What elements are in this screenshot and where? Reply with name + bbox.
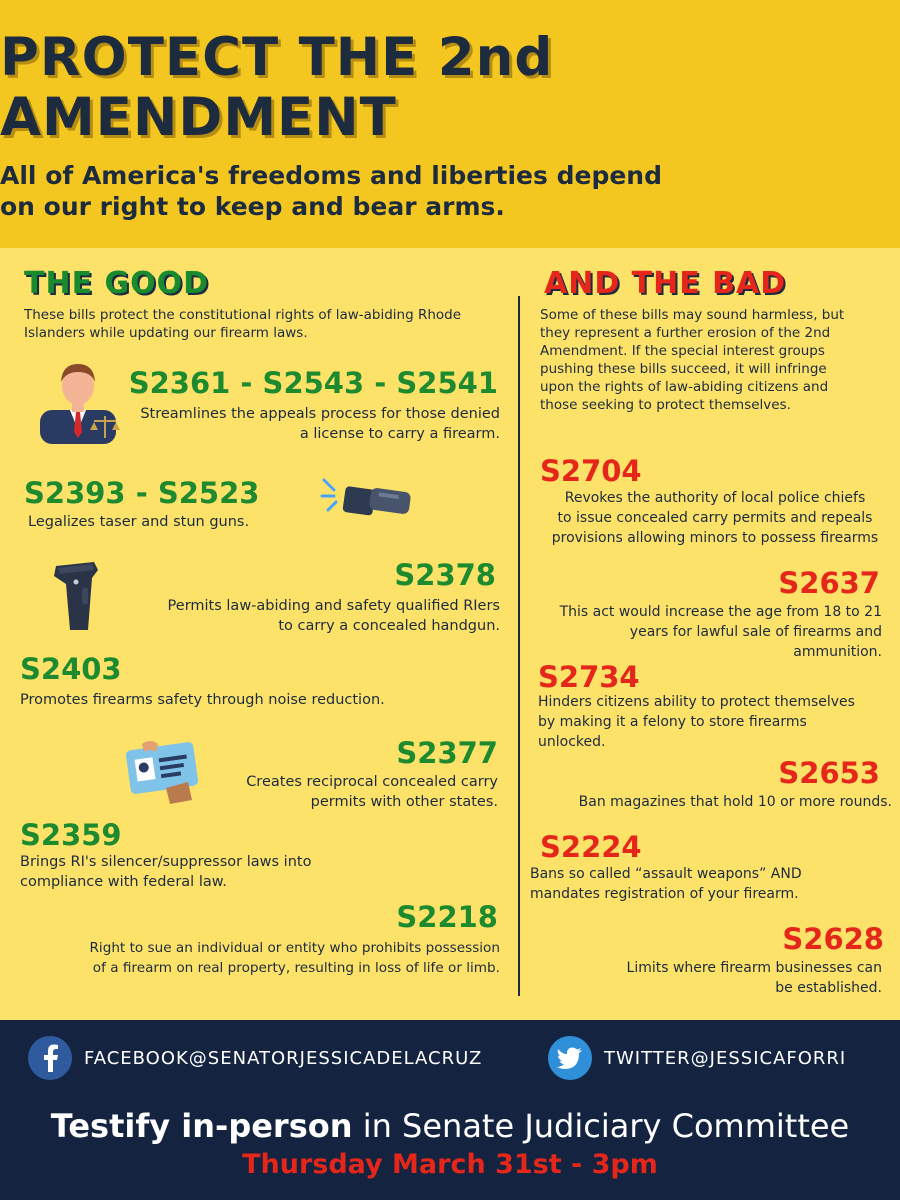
good-heading: THE GOOD: [24, 266, 210, 301]
bad-intro-line-5: upon the rights of law-abiding citizens …: [540, 379, 829, 395]
bill-s2361-desc-line-2: a license to carry a firearm.: [299, 426, 500, 442]
bill-s2378-desc-line-1: Permits law-abiding and safety qualified…: [167, 598, 500, 614]
bill-s2637-desc-line-2: years for lawful sale of firearms and: [629, 624, 882, 640]
bill-s2224: S2224: [540, 830, 642, 864]
bill-s2628: S2628: [782, 922, 884, 956]
facebook-handle: FACEBOOK@SENATORJESSICADELACRUZ: [84, 1047, 483, 1069]
bill-s2734-desc-line-3: unlocked.: [538, 734, 606, 750]
bill-s2704: S2704: [540, 454, 642, 488]
bad-intro-line-4: pushing these bills succeed, it will inf…: [540, 361, 827, 377]
bill-s2628-desc: Limits where firearm businesses can be e…: [560, 958, 882, 998]
bill-s2361-s2543-s2541: S2361 - S2543 - S2541: [128, 366, 498, 400]
bill-s2224-desc: Bans so called “assault weapons” AND man…: [530, 864, 890, 904]
bill-s2734-desc-line-2: by making it a felony to store firearms: [538, 714, 807, 730]
bill-s2734: S2734: [538, 660, 640, 694]
bad-intro-line-1: Some of these bills may sound harmless, …: [540, 307, 845, 323]
bill-s2218-desc: Right to sue an individual or entity who…: [20, 938, 500, 978]
twitter-handle: TWITTER@JESSICAFORRI: [604, 1047, 847, 1069]
bill-s2377-desc-line-1: Creates reciprocal concealed carry: [246, 774, 498, 790]
footer: [0, 1020, 900, 1200]
bill-s2637: S2637: [778, 566, 880, 600]
bill-s2361-desc: Streamlines the appeals process for thos…: [60, 404, 500, 444]
bill-s2359-desc-line-2: compliance with federal law.: [20, 874, 227, 890]
bill-s2403: S2403: [20, 652, 122, 686]
bill-s2359: S2359: [20, 818, 122, 852]
bad-intro-line-3: Amendment. If the special interest group…: [540, 343, 825, 359]
bill-s2377: S2377: [396, 736, 498, 770]
bill-s2403-desc: Promotes firearms safety through noise r…: [20, 692, 385, 708]
bill-s2637-desc-line-1: This act would increase the age from 18 …: [559, 604, 882, 620]
bill-s2628-desc-line-2: be established.: [775, 980, 882, 996]
bill-s2218: S2218: [396, 900, 498, 934]
bill-s2224-desc-line-1: Bans so called “assault weapons” AND: [530, 866, 802, 882]
title-line-2: AMENDMENT: [0, 87, 397, 148]
bill-s2393-s2523: S2393 - S2523: [24, 476, 260, 510]
lawyer-icon: [36, 358, 120, 448]
bill-s2637-desc-line-3: ammunition.: [793, 644, 882, 660]
good-intro: These bills protect the constitutional r…: [24, 306, 504, 342]
testify-rest: in Senate Judiciary Committee: [352, 1107, 850, 1145]
bill-s2218-desc-line-1: Right to sue an individual or entity who…: [89, 940, 500, 956]
bill-s2224-desc-line-2: mandates registration of your firearm.: [530, 886, 799, 902]
bill-s2361-desc-line-1: Streamlines the appeals process for thos…: [140, 406, 500, 422]
holster-icon: [48, 560, 118, 636]
bill-s2377-desc-line-2: permits with other states.: [310, 794, 498, 810]
bill-s2704-desc-line-3: provisions allowing minors to possess fi…: [551, 530, 879, 546]
bill-s2378-desc-line-2: to carry a concealed handgun.: [278, 618, 500, 634]
good-intro-line-2: Islanders while updating our firearm law…: [24, 325, 308, 341]
twitter-link[interactable]: TWITTER@JESSICAFORRI: [548, 1036, 846, 1080]
facebook-link[interactable]: FACEBOOK@SENATORJESSICADELACRUZ: [28, 1036, 482, 1080]
bill-s2637-desc: This act would increase the age from 18 …: [530, 602, 882, 662]
bill-s2734-desc: Hinders citizens ability to protect them…: [538, 692, 888, 752]
facebook-icon: [28, 1036, 72, 1080]
subtitle-line-2: on our right to keep and bear arms.: [0, 192, 505, 221]
bill-s2704-desc-line-1: Revokes the authority of local police ch…: [564, 490, 866, 506]
page-title: PROTECT THE 2nd AMENDMENT: [0, 28, 900, 148]
testify-bold: Testify in-person: [50, 1107, 353, 1145]
subtitle-line-1: All of America's freedoms and liberties …: [0, 161, 662, 190]
bill-s2628-desc-line-1: Limits where firearm businesses can: [626, 960, 882, 976]
stun-gun-icon: [320, 472, 414, 528]
bad-intro-line-2: they represent a further erosion of the …: [540, 325, 831, 341]
bill-s2378: S2378: [394, 558, 496, 592]
bill-s2653: S2653: [778, 756, 880, 790]
good-intro-line-1: These bills protect the constitutional r…: [24, 307, 462, 323]
testify-line: Testify in-person in Senate Judiciary Co…: [0, 1106, 900, 1146]
bill-s2359-desc-line-1: Brings RI's silencer/suppressor laws int…: [20, 854, 312, 870]
twitter-icon: [548, 1036, 592, 1080]
bill-s2393-desc: Legalizes taser and stun guns.: [28, 514, 250, 530]
title-line-1: PROTECT THE 2nd: [0, 27, 554, 88]
bad-heading: AND THE BAD: [544, 266, 787, 301]
bill-s2218-desc-line-2: of a firearm on real property, resulting…: [92, 960, 500, 976]
header-banner: [0, 0, 900, 248]
column-divider: [518, 296, 520, 996]
bad-intro-line-6: those seeking to protect themselves.: [540, 397, 791, 413]
event-date: Thursday March 31st - 3pm: [242, 1149, 658, 1180]
bad-intro: Some of these bills may sound harmless, …: [540, 306, 890, 414]
bill-s2704-desc: Revokes the authority of local police ch…: [530, 488, 900, 548]
bill-s2704-desc-line-2: to issue concealed carry permits and rep…: [557, 510, 873, 526]
id-card-icon: [122, 738, 208, 808]
bill-s2359-desc: Brings RI's silencer/suppressor laws int…: [20, 852, 420, 892]
bill-s2378-desc: Permits law-abiding and safety qualified…: [100, 596, 500, 636]
bill-s2653-desc: Ban magazines that hold 10 or more round…: [578, 794, 892, 810]
bill-s2377-desc: Creates reciprocal concealed carry permi…: [180, 772, 498, 812]
bill-s2734-desc-line-1: Hinders citizens ability to protect them…: [538, 694, 855, 710]
page-subtitle: All of America's freedoms and liberties …: [0, 160, 900, 222]
